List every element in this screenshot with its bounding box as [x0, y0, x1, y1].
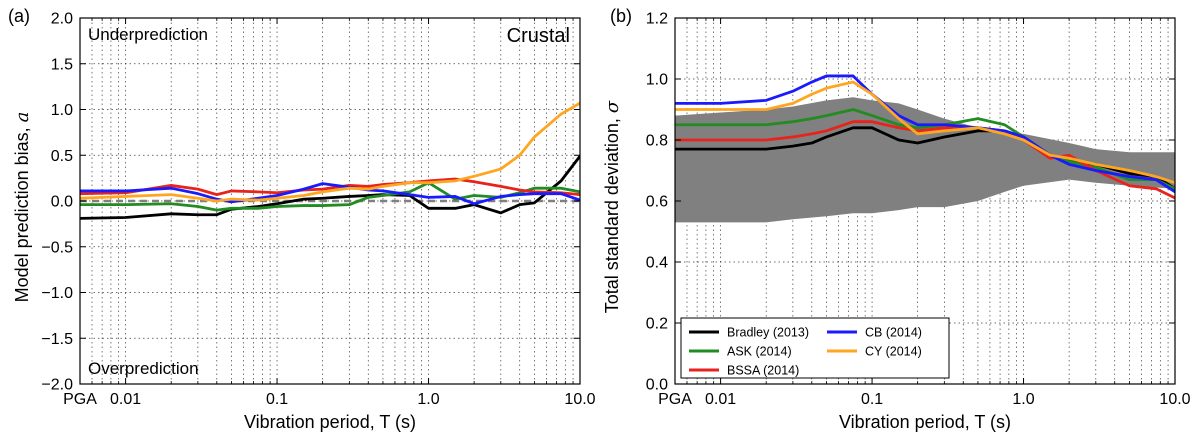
x-tick-label: 1.0	[417, 391, 439, 408]
y-tick-label: −1.5	[41, 331, 73, 348]
y-tick-label: −2.0	[41, 377, 73, 394]
legend-label: CY (2014)	[865, 345, 922, 359]
series-line-cb-2014	[675, 74, 1175, 194]
x-axis-title: Vibration period, T (s)	[839, 412, 1011, 432]
legend-label: BSSA (2014)	[727, 364, 799, 378]
series-line-bssa-2014	[675, 120, 1175, 200]
legend-label: Bradley (2013)	[727, 326, 809, 340]
legend-box	[680, 317, 950, 379]
y-tick-label: 0.5	[51, 148, 73, 165]
y-axis-title: Model prediction bias, a	[12, 112, 33, 303]
y-tick-label: 2.0	[51, 11, 73, 28]
series-line-cy-2014	[80, 101, 580, 203]
x-axis-title: Vibration period, T (s)	[244, 412, 416, 432]
y-tick-label: 0.6	[646, 194, 668, 211]
uncertainty-band	[675, 97, 1175, 223]
annotation-crustal: Crustal	[507, 25, 570, 47]
y-tick-label: 1.0	[51, 102, 73, 119]
y-tick-label: 0.0	[646, 377, 668, 394]
y-tick-label: −1.0	[41, 285, 73, 302]
x-ticks: PGA 0.01 0.1 1.0 10.0	[658, 18, 1191, 408]
plot-area	[675, 74, 1175, 223]
annotation-overprediction: Overprediction	[88, 359, 199, 378]
x-tick-label: PGA	[63, 391, 97, 408]
legend-item: ASK (2014)	[689, 345, 792, 359]
legend-item: BSSA (2014)	[689, 364, 799, 378]
legend-label: CB (2014)	[865, 326, 922, 340]
series-line-bssa-2014	[80, 177, 580, 196]
y-tick-label: 0.8	[646, 133, 668, 150]
legend-item: CB (2014)	[827, 326, 922, 340]
y-tick-label: 1.5	[51, 56, 73, 73]
x-tick-label: 0.1	[266, 391, 288, 408]
panel-b: PGA 0.01 0.1 1.0 10.0 1.2 1.0 0.8 0.6 0.4 0.2 0.0 Vi…	[602, 6, 1191, 432]
y-axis-title: Total standard deviation, σ	[602, 100, 623, 313]
panel-label: (b)	[610, 6, 632, 26]
y-axis-title-symbol: a	[12, 112, 33, 123]
x-tick-label: 0.01	[705, 391, 736, 408]
y-tick-label: 0.2	[646, 316, 668, 333]
legend: Bradley (2013) ASK (2014) BSSA (2014) CB (2…	[680, 317, 950, 379]
legend-label: ASK (2014)	[727, 345, 792, 359]
legend-item: CY (2014)	[827, 345, 922, 359]
x-tick-label: 0.01	[110, 391, 141, 408]
x-ticks: PGA 0.01 0.1 1.0 10.0	[63, 18, 596, 408]
y-ticks: 2.0 1.5 1.0 0.5 0.0 −0.5 −1.0 −1.5 −2.0	[41, 11, 580, 394]
x-tick-label: PGA	[658, 391, 692, 408]
y-axis-title-text: Model prediction bias,	[12, 122, 32, 302]
plot-area	[80, 101, 580, 220]
series-line-bradley-2013	[80, 154, 580, 220]
y-ticks: 1.2 1.0 0.8 0.6 0.4 0.2 0.0	[646, 11, 1175, 394]
legend-item: Bradley (2013)	[689, 326, 809, 340]
x-tick-label: 10.0	[1159, 391, 1190, 408]
y-axis-title-symbol: σ	[602, 100, 623, 113]
series-line-cy-2014	[675, 80, 1175, 185]
y-tick-label: 0.0	[51, 194, 73, 211]
x-tick-label: 1.0	[1012, 391, 1034, 408]
panel-label: (a)	[8, 6, 30, 26]
annotation-underprediction: Underprediction	[88, 25, 208, 44]
x-tick-label: 0.1	[861, 391, 883, 408]
panel-a: PGA 0.01 0.1 1.0 10.0 2.0 1.5 1.0 0.5 0.0 −0.5 −1.0…	[8, 6, 596, 432]
y-tick-label: 1.0	[646, 72, 668, 89]
y-tick-label: 0.4	[646, 255, 668, 272]
y-tick-label: −0.5	[41, 239, 73, 256]
y-axis-title-text: Total standard deviation,	[602, 113, 622, 313]
x-tick-label: 10.0	[564, 391, 595, 408]
y-tick-label: 1.2	[646, 11, 668, 28]
